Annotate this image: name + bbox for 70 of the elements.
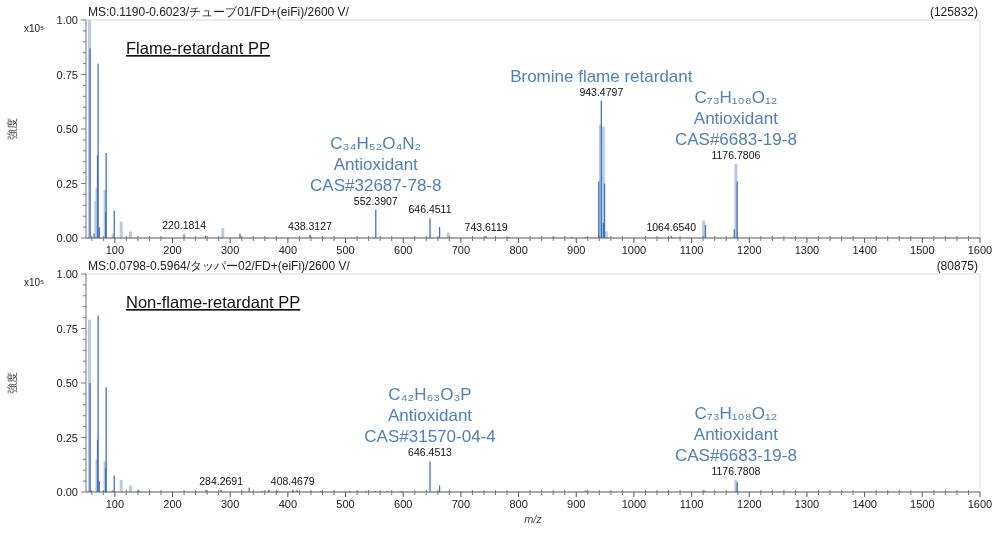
chart-title: MS:0.0798-0.5964/タッパー02/FD+(eiFi)/2600 V/	[88, 259, 351, 273]
annotation: 552.3907	[353, 194, 398, 207]
x-tick-label: 1100	[679, 244, 704, 256]
y-tick-label: 0.50	[56, 123, 78, 135]
x-tick-label: 300	[221, 498, 240, 510]
x-tick-label: 1500	[910, 498, 935, 510]
x-tick-label: 800	[509, 244, 528, 256]
x-tick-label: 900	[567, 498, 586, 510]
y-tick-label: 0.75	[56, 322, 78, 335]
annotation: 1176.7806	[711, 148, 761, 161]
x-tick-label: 1100	[679, 498, 704, 510]
x-tick-label: 800	[509, 498, 528, 510]
x-tick-label: 1200	[737, 498, 762, 510]
text: x10⁵	[24, 23, 45, 34]
text: (80875)	[936, 259, 978, 273]
x-tick-label: 400	[278, 244, 298, 256]
annotation: 284.2691	[199, 474, 244, 487]
x-tick-label: 600	[394, 244, 413, 256]
y-tick-label: 0.25	[56, 431, 78, 444]
x-tick-label: 100	[105, 498, 125, 510]
annotation: 438.3127	[288, 219, 333, 232]
annotation: 743.6119	[464, 220, 508, 233]
x-tick-label: 200	[163, 498, 182, 510]
y-tick-label: 1.00	[56, 268, 78, 280]
x-tick-label: 1600	[967, 498, 993, 510]
y-tick-label: 0.00	[56, 232, 78, 244]
annotation: 646.4511	[408, 203, 452, 216]
x-tick-label: 1300	[794, 244, 820, 256]
annotation: 408.4679	[270, 474, 315, 487]
x-tick-label: 1200	[737, 244, 762, 256]
x-tick-label: 400	[278, 498, 298, 510]
y-axis-title: 強度	[6, 118, 18, 140]
x-tick-label: 900	[567, 244, 586, 256]
annotation: C₃₄H₅₂O₄N₂ Antioxidant CAS#32687-78-8	[310, 133, 442, 195]
annotation: 1176.7808	[711, 465, 761, 478]
y-tick-label: 0.00	[56, 486, 78, 498]
annotation: C₄₂H₆₃O₃P Antioxidant CAS#31570-04-4	[364, 385, 496, 447]
annotation: C₇₃H₁₀₈O₁₂ Antioxidant CAS#6683-19-8	[674, 87, 797, 149]
x-axis-title: m/z	[524, 513, 543, 525]
x-tick-label: 100	[105, 244, 125, 256]
y-tick-label: 0.25	[56, 177, 78, 190]
y-axis-title: 強度	[6, 372, 18, 394]
x-tick-label: 200	[163, 244, 182, 256]
x-tick-label: 700	[451, 244, 471, 256]
x-tick-label: 1400	[852, 244, 877, 256]
annotation: 1064.6540	[646, 220, 697, 233]
text: Flame-retardant PP	[126, 39, 270, 57]
x-tick-label: 1300	[794, 498, 820, 510]
annotation: Bromine flame retardant	[510, 66, 693, 86]
x-tick-label: 600	[394, 498, 413, 510]
text: x10⁵	[24, 277, 45, 288]
annotation: 943.4797	[579, 85, 624, 98]
annotation: 646.4513	[408, 446, 453, 459]
annotation: 220.1814	[162, 218, 207, 231]
y-tick-label: 0.75	[56, 68, 78, 81]
x-tick-label: 1000	[621, 498, 647, 510]
y-tick-label: 1.00	[56, 14, 78, 26]
x-tick-label: 700	[451, 498, 471, 510]
x-tick-label: 1500	[910, 244, 935, 256]
text: Non-flame-retardant PP	[126, 293, 301, 311]
x-tick-label: 500	[336, 498, 355, 510]
x-tick-label: 500	[336, 244, 355, 256]
annotation: C₇₃H₁₀₈O₁₂ Antioxidant CAS#6683-19-8	[674, 404, 797, 466]
chart-title: MS:0.1190-0.6023/チューブ01/FD+(eiFi)/2600 V/	[88, 5, 350, 19]
text: (125832)	[929, 5, 978, 19]
x-tick-label: 1000	[621, 244, 647, 256]
x-tick-label: 300	[221, 244, 240, 256]
y-tick-label: 0.50	[56, 377, 78, 389]
x-tick-label: 1400	[852, 498, 877, 510]
x-tick-label: 1600	[967, 244, 993, 256]
